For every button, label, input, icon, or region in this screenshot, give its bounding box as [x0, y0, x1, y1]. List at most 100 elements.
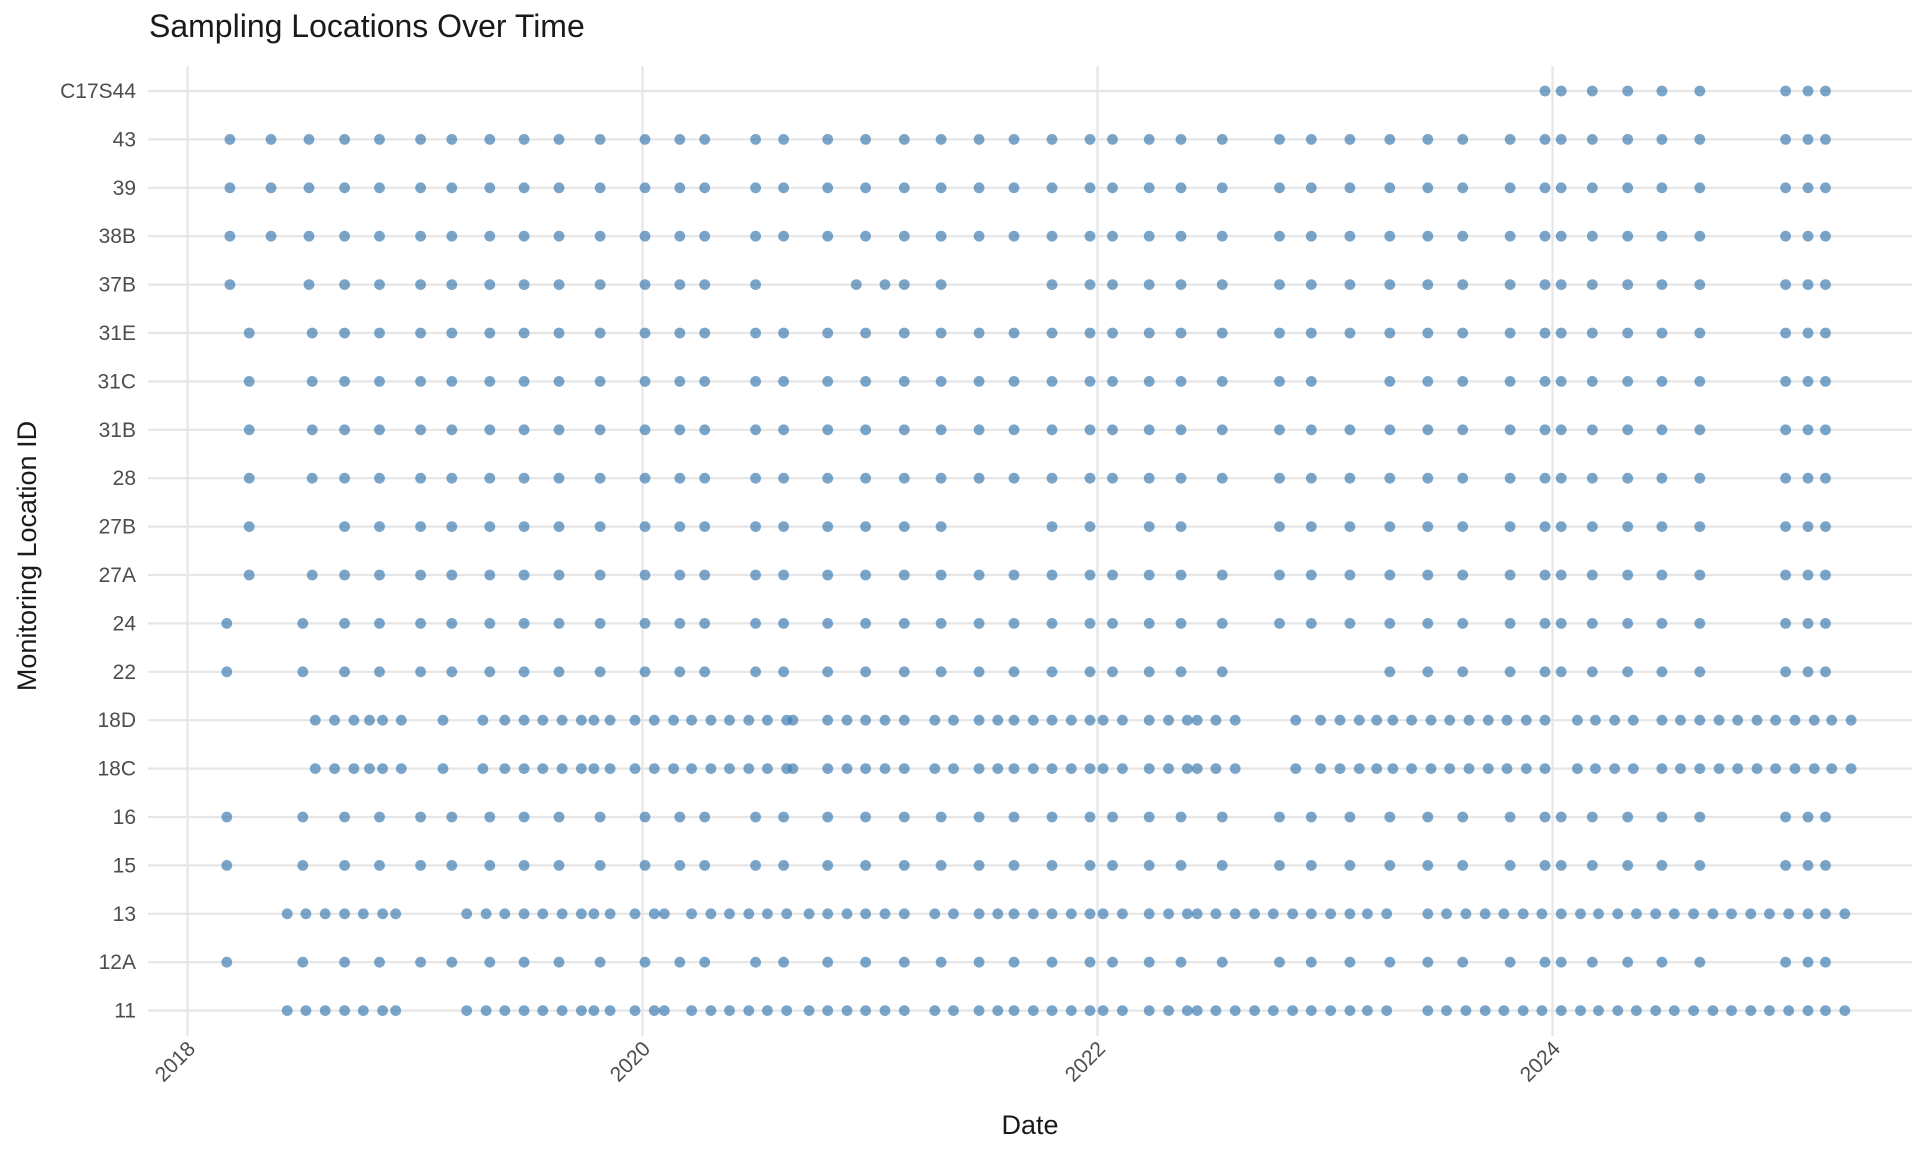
data-point: [1008, 666, 1020, 678]
data-point: [553, 569, 565, 581]
data-point: [518, 424, 530, 436]
data-point: [1305, 376, 1317, 387]
data-point: [841, 714, 853, 726]
data-point: [778, 618, 789, 629]
data-point: [1422, 327, 1434, 339]
data-point: [1555, 521, 1567, 532]
data-point: [297, 956, 309, 968]
data-point: [377, 763, 388, 774]
data-point: [224, 182, 236, 194]
y-tick-label: 13: [113, 903, 136, 926]
data-point: [339, 279, 350, 290]
data-point: [1808, 714, 1820, 726]
data-point: [1656, 424, 1668, 436]
data-point: [973, 230, 985, 242]
data-point: [973, 666, 985, 678]
data-point: [1425, 763, 1437, 774]
data-point: [1143, 1005, 1155, 1016]
data-point: [1387, 763, 1399, 774]
data-point: [1694, 182, 1706, 194]
data-point: [1802, 85, 1814, 97]
data-point: [1362, 1005, 1373, 1016]
data-point: [1008, 424, 1020, 436]
data-point: [1694, 666, 1706, 678]
data-point: [1384, 956, 1396, 968]
data-point: [303, 134, 315, 145]
data-point: [822, 666, 834, 678]
data-point: [1457, 569, 1469, 581]
data-point: [1287, 908, 1298, 920]
data-point: [1325, 908, 1336, 920]
data-point: [992, 908, 1004, 920]
data-point: [1656, 763, 1668, 774]
data-point: [243, 521, 255, 532]
data-point: [339, 424, 350, 436]
data-point: [1344, 521, 1356, 532]
data-point: [1780, 618, 1791, 629]
data-point: [879, 908, 891, 920]
data-point: [973, 569, 985, 581]
data-point: [1656, 811, 1668, 823]
data-point: [929, 714, 941, 726]
data-point: [1216, 134, 1228, 145]
data-point: [1650, 908, 1662, 920]
data-point: [1745, 1005, 1757, 1016]
data-point: [1344, 569, 1356, 581]
data-point: [1622, 569, 1634, 581]
data-point: [1107, 666, 1118, 678]
data-point: [377, 714, 388, 726]
data-point: [935, 569, 947, 581]
data-point: [935, 134, 947, 145]
data-point: [1008, 230, 1020, 242]
data-point: [699, 811, 711, 823]
data-point: [1555, 811, 1567, 823]
data-point: [1362, 908, 1373, 920]
data-point: [1274, 860, 1285, 871]
data-point: [1622, 85, 1634, 97]
data-point: [1384, 424, 1396, 436]
data-point: [576, 714, 587, 726]
data-point: [1656, 714, 1668, 726]
data-point: [1780, 860, 1791, 871]
data-point: [1229, 763, 1241, 774]
data-point: [1555, 327, 1567, 339]
data-point: [518, 956, 530, 968]
data-point: [705, 1005, 717, 1016]
data-point: [1820, 908, 1831, 920]
data-point: [1305, 424, 1317, 436]
data-point: [1216, 327, 1228, 339]
data-point: [1334, 763, 1346, 774]
data-point: [553, 618, 565, 629]
data-point: [1820, 279, 1831, 290]
data-point: [1820, 666, 1831, 678]
data-point: [639, 811, 651, 823]
data-point: [1802, 327, 1814, 339]
data-point: [484, 666, 496, 678]
data-point: [437, 714, 449, 726]
y-tick-label: 16: [113, 806, 136, 829]
data-point: [1008, 472, 1020, 484]
data-point: [1181, 714, 1193, 726]
data-point: [537, 714, 549, 726]
data-point: [518, 763, 530, 774]
data-point: [1627, 763, 1639, 774]
data-point: [1117, 763, 1128, 774]
data-point: [778, 521, 789, 532]
data-point: [1504, 230, 1516, 242]
data-point: [1457, 521, 1469, 532]
data-point: [594, 182, 606, 194]
data-point: [1780, 424, 1791, 436]
data-point: [1406, 763, 1417, 774]
data-point: [639, 424, 651, 436]
data-point: [1622, 956, 1634, 968]
data-point: [822, 376, 834, 387]
data-point: [518, 908, 530, 920]
data-point: [374, 860, 385, 871]
data-point: [297, 860, 309, 871]
data-point: [1694, 714, 1706, 726]
data-point: [1539, 85, 1551, 97]
data-point: [1826, 763, 1838, 774]
data-point: [1274, 424, 1285, 436]
data-point: [1539, 666, 1551, 678]
data-point: [743, 908, 755, 920]
